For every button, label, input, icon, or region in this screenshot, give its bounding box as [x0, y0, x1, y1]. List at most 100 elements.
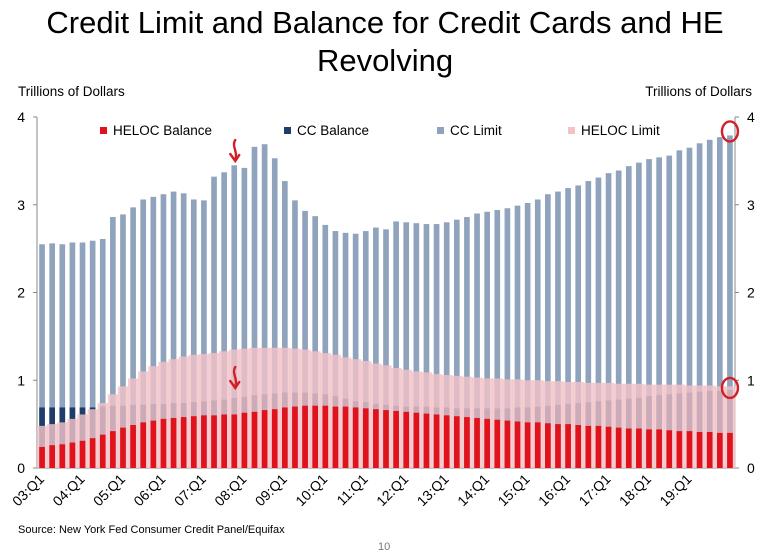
heloc-limit-bar: [583, 382, 594, 468]
cc-limit-bar: [585, 181, 592, 468]
x-tick-label: 06:Q1: [130, 471, 168, 509]
cc-limit-bar: [706, 139, 713, 468]
cc-limit-bar: [393, 221, 399, 468]
heloc-balance-bar: [160, 418, 167, 468]
legend-heloc-limit: HELOC Limit: [568, 123, 660, 138]
cc-limit-bar: [403, 222, 410, 468]
x-tick-label: 08:Q1: [211, 471, 249, 509]
cc-limit-bar: [49, 243, 56, 468]
cc-limit-bar: [534, 199, 541, 469]
x-tick-label: 18:Q1: [616, 471, 654, 509]
x-tick-label: 03:Q1: [9, 471, 47, 509]
cc-limit-bar: [292, 200, 298, 469]
heloc-limit-bar: [269, 347, 281, 468]
cc-limit-bar: [636, 162, 642, 468]
heloc-balance-bar: [271, 409, 278, 468]
legend-label: CC Balance: [297, 123, 370, 138]
heloc-balance-bar: [696, 432, 703, 468]
x-tick-label: 07:Q1: [171, 471, 209, 509]
heloc-limit-bar: [613, 383, 625, 468]
y-axis-title-left: Trillions of Dollars: [18, 84, 125, 99]
y-tick-label-right: 4: [747, 109, 755, 125]
heloc-balance-bar: [443, 415, 450, 468]
heloc-limit-bar: [674, 384, 685, 468]
heloc-balance-bar: [170, 417, 177, 468]
heloc-balance-bar: [69, 442, 76, 468]
heloc-balance-bar: [433, 414, 440, 468]
heloc-balance-bar: [332, 406, 339, 468]
heloc-balance-bar: [716, 432, 723, 468]
heloc-balance-bar: [373, 409, 379, 468]
heloc-limit-bar: [239, 348, 250, 468]
heloc-balance-bar: [190, 416, 197, 468]
cc-limit-bar: [282, 181, 288, 468]
heloc-limit-bar: [704, 385, 716, 468]
cc-limit-bar: [201, 200, 207, 469]
cc-limit-bar: [373, 227, 379, 468]
x-tick-label: 13:Q1: [414, 471, 452, 509]
legend-heloc-balance: HELOC Balance: [100, 123, 212, 138]
y-tick-label-right: 3: [747, 197, 755, 213]
source-note: Source: New York Fed Consumer Credit Pan…: [18, 524, 285, 536]
heloc-balance-bar: [585, 425, 592, 468]
cc-limit-bar: [211, 176, 217, 469]
cc-limit-bar: [79, 242, 86, 468]
heloc-balance-bar: [686, 431, 693, 468]
heloc-limit-bar: [148, 366, 159, 468]
heloc-balance-bar: [403, 411, 410, 468]
y-tick-label-left: 2: [17, 285, 25, 301]
cc-limit-bar: [433, 224, 440, 468]
x-tick-label: 12:Q1: [373, 471, 411, 509]
heloc-balance-bar: [534, 422, 541, 468]
cc-limit-bar: [251, 146, 258, 468]
x-tick-label: 16:Q1: [535, 471, 573, 509]
heloc-balance-bar: [99, 434, 106, 468]
heloc-balance-bar: [423, 413, 430, 468]
cc-limit-bar: [150, 196, 157, 469]
heloc-balance-bar: [575, 425, 582, 468]
cc-limit-bar: [352, 233, 359, 468]
x-tick-label: 09:Q1: [252, 471, 290, 509]
x-tick-label: 05:Q1: [90, 471, 128, 509]
heloc-balance-bar: [130, 425, 136, 468]
heloc-balance-bar: [150, 420, 157, 468]
legend-label: HELOC Limit: [581, 123, 660, 138]
heloc-limit-bar: [694, 385, 706, 468]
cc-limit-bar: [130, 207, 136, 468]
heloc-balance-bar: [676, 431, 683, 468]
heloc-balance-bar: [464, 417, 470, 468]
heloc-limit-bar: [219, 351, 230, 468]
cc-limit-bar: [565, 188, 571, 468]
cc-limit-bar: [332, 231, 339, 468]
page-number: 10: [378, 541, 391, 553]
cc-limit-bar: [140, 199, 147, 469]
heloc-limit-bar: [664, 384, 675, 468]
heloc-limit-bar: [158, 361, 170, 468]
heloc-balance-bar: [666, 430, 673, 468]
heloc-limit-bar: [724, 386, 736, 468]
heloc-limit-bar: [249, 347, 261, 468]
cc-limit-bar: [99, 238, 106, 468]
heloc-balance-bar: [555, 424, 561, 468]
heloc-limit-bar: [117, 386, 129, 468]
cc-limit-bar: [342, 232, 349, 468]
heloc-balance-bar: [231, 414, 238, 468]
heloc-limit-bar: [714, 386, 726, 468]
annotation-circle-cc-limit: [720, 120, 740, 143]
cc-limit-bar: [271, 158, 278, 468]
heloc-balance-bar: [241, 412, 248, 468]
heloc-balance-bar: [49, 445, 56, 468]
cc-limit-bar: [322, 224, 329, 468]
heloc-limit-bar: [198, 353, 210, 468]
heloc-balance-bar: [393, 410, 399, 468]
heloc-balance-bar: [352, 407, 359, 468]
heloc-limit-bar: [229, 349, 240, 468]
heloc-balance-bar: [322, 405, 329, 468]
heloc-balance-bar: [312, 405, 319, 468]
heloc-balance-bar: [211, 415, 217, 468]
chart-title: Credit Limit and Balance for Credit Card…: [46, 5, 724, 78]
cc-limit-bar: [453, 219, 460, 468]
cc-limit-bar: [362, 231, 369, 468]
heloc-balance-bar: [342, 406, 349, 468]
cc-limit-bar: [524, 202, 531, 468]
